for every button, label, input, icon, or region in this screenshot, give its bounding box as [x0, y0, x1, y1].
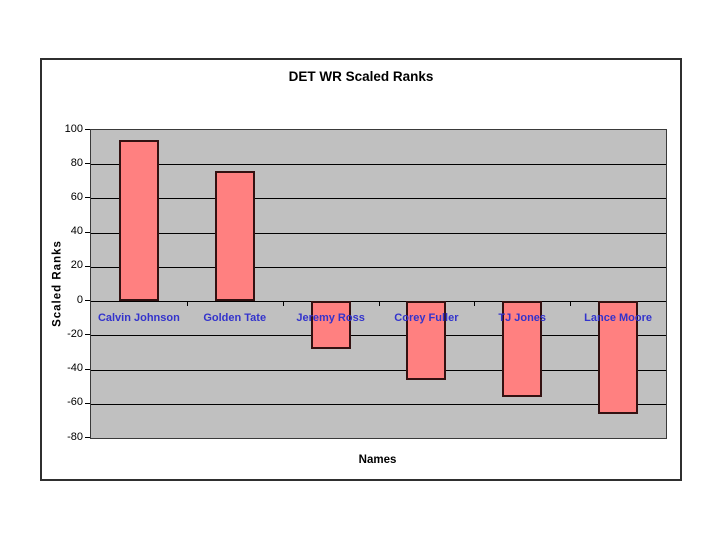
y-tick-label: 80 — [70, 156, 83, 169]
y-tick-label: -80 — [67, 430, 83, 443]
y-tick-label: -60 — [67, 396, 83, 409]
x-tick-mark — [186, 301, 188, 307]
x-tick-mark — [570, 301, 572, 307]
bar — [214, 171, 255, 302]
y-tick-mark — [85, 129, 90, 130]
y-tick-label: 0 — [76, 293, 83, 306]
x-axis-title: Names — [358, 454, 397, 466]
x-tick-mark — [282, 301, 284, 307]
gridline — [91, 369, 666, 371]
y-tick-mark — [85, 197, 90, 199]
gridline — [91, 403, 666, 405]
gridline — [91, 266, 666, 268]
y-tick-label: 40 — [70, 225, 83, 238]
gridline — [91, 232, 666, 234]
y-tick-mark — [85, 163, 90, 165]
gridline — [91, 164, 666, 166]
bar — [598, 301, 639, 414]
y-tick-label: 20 — [70, 259, 83, 272]
y-tick-mark — [85, 265, 90, 267]
category-label: TJ Jones — [498, 312, 547, 325]
gridline — [91, 198, 666, 200]
bar — [502, 301, 543, 397]
y-tick-mark — [85, 300, 90, 302]
category-label: Golden Tate — [203, 312, 267, 325]
y-tick-label: 100 — [64, 122, 83, 135]
plot-area: Calvin Johnson Golden Tate Jeremy Ross Core… — [90, 129, 667, 439]
chart-frame: DET WR Scaled Ranks Scaled Ranks Names 1… — [40, 58, 682, 481]
y-tick-label: -20 — [67, 327, 83, 340]
bar — [310, 301, 351, 349]
y-tick-mark — [85, 402, 90, 404]
category-label: Jeremy Ross — [296, 312, 365, 325]
gridline — [91, 335, 666, 337]
category-label: Calvin Johnson — [97, 312, 180, 325]
x-tick-mark — [378, 301, 380, 307]
bar — [118, 140, 159, 302]
y-tick-mark — [85, 368, 90, 370]
y-tick-label: -40 — [67, 362, 83, 375]
bar — [406, 301, 447, 380]
y-tick-label: 60 — [70, 190, 83, 203]
chart-title: DET WR Scaled Ranks — [288, 69, 434, 84]
y-tick-mark — [85, 334, 90, 336]
category-label: Lance Moore — [584, 312, 653, 325]
category-label: Corey Fuller — [394, 312, 459, 325]
x-tick-mark — [474, 301, 476, 307]
y-axis: 100 80 60 40 20 0 -20 -40 -60 -80 — [42, 123, 90, 443]
y-tick-mark — [85, 437, 90, 438]
y-tick-mark — [85, 231, 90, 233]
